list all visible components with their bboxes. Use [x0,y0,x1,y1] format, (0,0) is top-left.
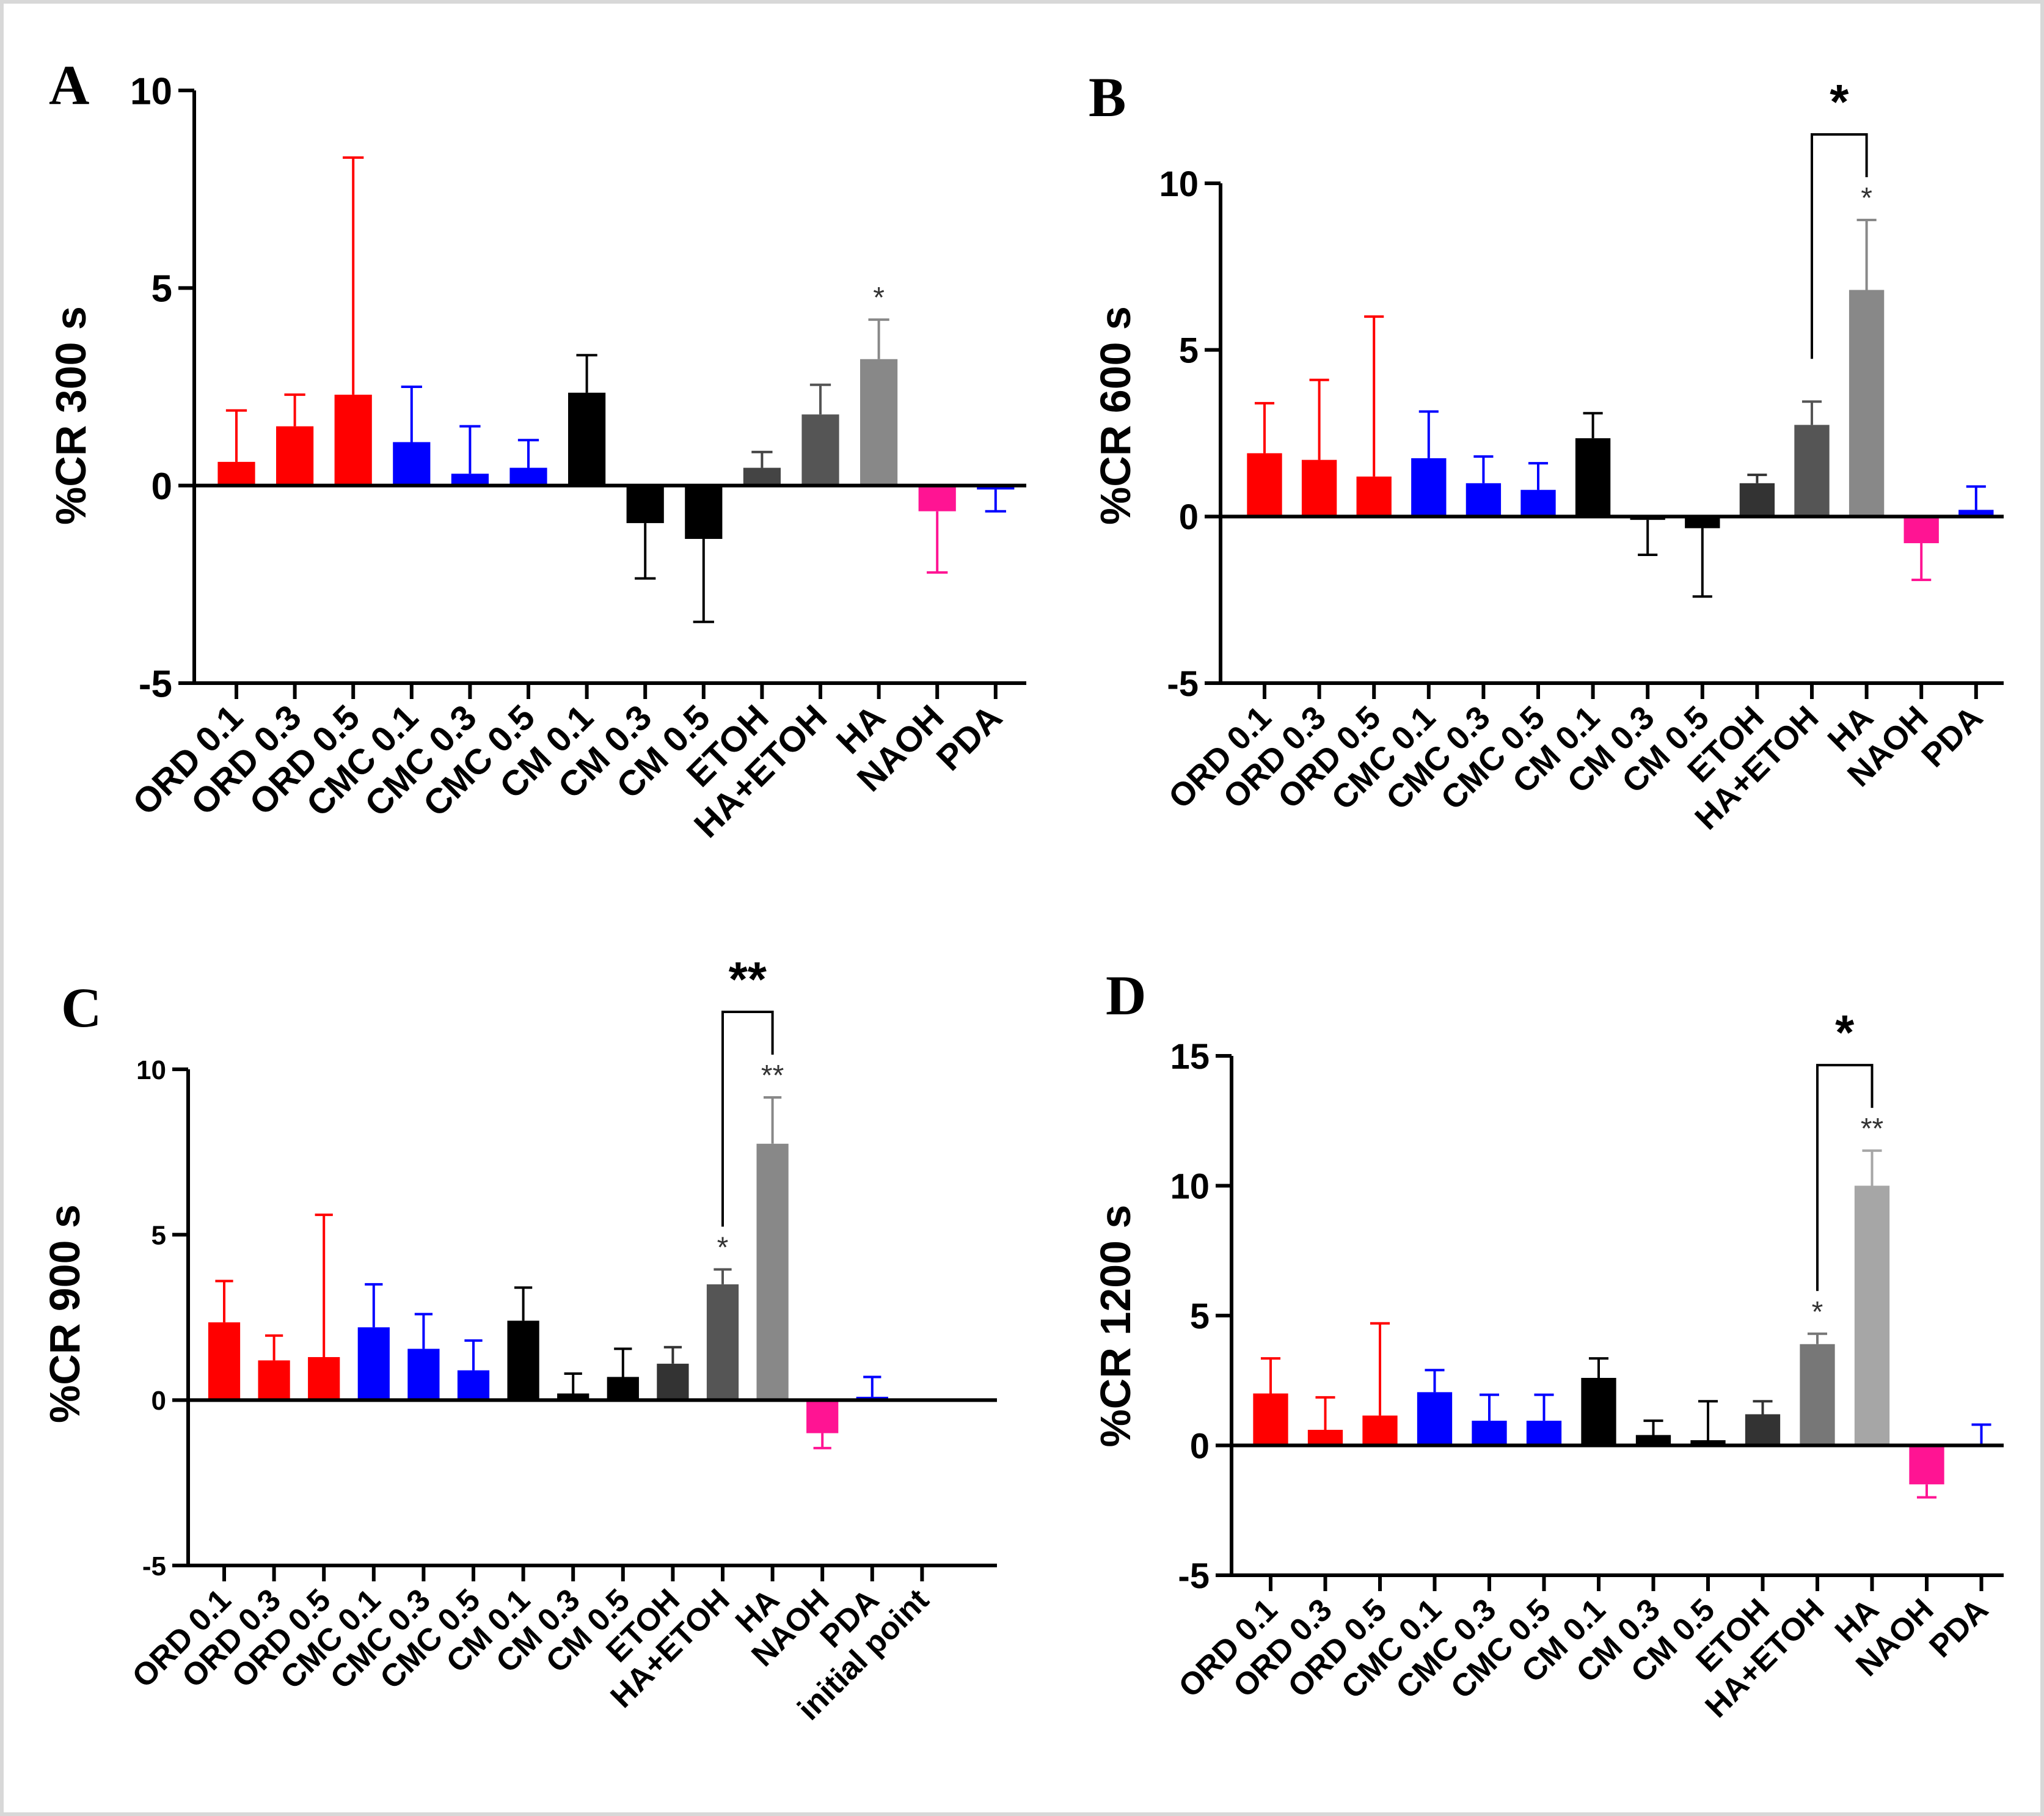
significance-label: ** [1861,1113,1883,1145]
panel-letter: B [1089,66,1126,128]
bar [743,467,781,486]
bar [607,1377,639,1400]
y-tick-label: -5 [1167,664,1199,704]
bar [1581,1378,1616,1446]
y-tick-label: 10 [130,70,172,112]
bar [1356,476,1392,517]
panel-letter: A [49,54,89,116]
bar [457,1370,490,1400]
bar [1849,290,1885,517]
significance-label: * [717,1232,729,1264]
bracket-label: * [1835,1005,1855,1060]
bar [334,394,372,486]
y-tick-label: 0 [1179,497,1199,537]
bar [1690,1440,1726,1446]
bar [1575,438,1611,517]
y-axis-label: %CR 600 s [1092,306,1139,525]
bar [1909,1445,1944,1485]
bar [276,426,314,486]
significance-label: ** [761,1060,784,1092]
y-tick-label: -5 [142,1551,166,1581]
bar [1472,1421,1507,1446]
comparison-bracket [721,1011,774,1227]
bar [1739,483,1775,517]
y-tick-label: 5 [151,1221,166,1251]
bar [626,485,664,524]
y-axis-label: %CR 300 s [47,306,95,525]
bar [756,1143,789,1400]
bar [1958,510,1994,517]
bar [806,1400,839,1433]
bar [1253,1393,1288,1446]
y-tick-label: 5 [1190,1297,1210,1336]
significance-label: * [873,282,885,314]
bar [1526,1421,1562,1446]
bar [685,485,723,539]
bar [918,485,956,511]
y-tick-label: 0 [151,466,172,508]
bar [557,1393,589,1400]
bar [451,474,489,486]
bar [1794,425,1830,517]
bar [1745,1414,1781,1446]
bar [1362,1415,1398,1446]
bar [1411,458,1447,517]
bar [1635,1435,1671,1446]
y-axis-label: %CR 900 s [41,1204,89,1423]
bar [1247,453,1282,517]
bar [1520,489,1556,517]
bar [208,1322,241,1400]
bar [509,467,547,486]
y-tick-label: -5 [139,663,172,705]
bar [860,359,898,486]
y-tick-label: 10 [1159,164,1199,204]
y-tick-label: 10 [1170,1166,1210,1206]
panel-letter: D [1106,964,1146,1027]
bar [1465,483,1502,517]
bar [308,1357,340,1400]
bracket-label: ** [729,952,767,1006]
y-tick-label: 5 [151,268,172,310]
comparison-bracket [1816,1064,1874,1291]
y-tick-label: 10 [136,1055,166,1085]
y-tick-label: -5 [1178,1556,1210,1596]
y-axis-label: %CR 1200 s [1092,1205,1139,1448]
y-tick-label: 5 [1179,331,1199,371]
comparison-bracket [1811,133,1868,359]
bar [706,1284,739,1400]
bar [258,1360,290,1400]
bar [217,461,255,486]
bar [1307,1430,1343,1446]
bar [357,1327,390,1400]
bar [1685,516,1720,529]
y-tick-label: 0 [1190,1426,1210,1466]
bar [568,392,606,486]
bar [977,485,1015,490]
bar [657,1363,689,1400]
y-tick-label: 15 [1170,1037,1210,1077]
bar [1301,459,1337,517]
bracket-label: * [1830,75,1849,129]
bar [1800,1344,1835,1446]
significance-label: * [1861,182,1872,214]
bar [507,1320,539,1400]
bar [1854,1185,1890,1446]
bar [801,414,839,486]
bar [393,442,431,486]
significance-label: * [1812,1296,1823,1328]
y-tick-label: 0 [151,1386,166,1416]
panel-letter: C [61,976,101,1039]
bar [1417,1392,1453,1446]
bar [407,1349,440,1400]
bar [1903,516,1939,543]
